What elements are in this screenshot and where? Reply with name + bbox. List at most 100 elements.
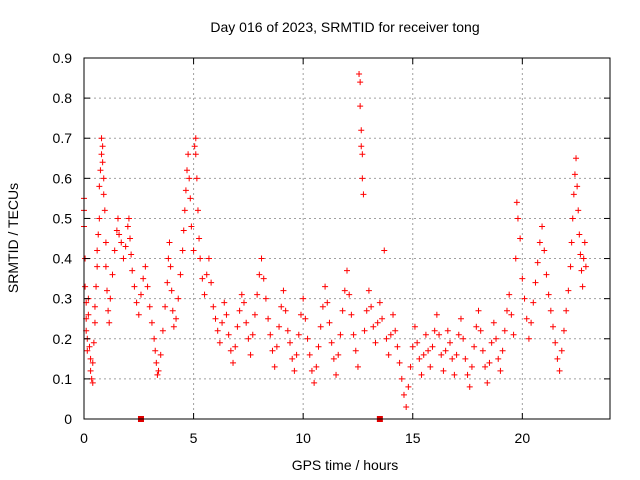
data-point: [503, 307, 510, 314]
data-point: [256, 271, 263, 278]
data-point: [575, 207, 582, 214]
x-tick-label: 15: [405, 430, 421, 446]
data-point: [488, 339, 495, 346]
data-point: [479, 347, 486, 354]
data-point: [196, 235, 203, 242]
data-point: [194, 207, 201, 214]
data-point: [199, 275, 206, 282]
x-tick-label: 20: [515, 430, 531, 446]
data-point: [232, 343, 239, 350]
data-point: [447, 339, 454, 346]
data-point: [308, 367, 315, 374]
data-point: [433, 311, 440, 318]
data-point: [184, 167, 191, 174]
data-point: [280, 287, 287, 294]
data-point: [513, 199, 520, 206]
data-point: [484, 379, 491, 386]
data-point: [127, 235, 134, 242]
data-point: [179, 247, 186, 254]
data-point: [339, 307, 346, 314]
data-point: [358, 143, 365, 150]
data-point: [306, 351, 313, 358]
data-point: [582, 263, 589, 270]
data-point: [101, 207, 108, 214]
data-point: [175, 295, 182, 302]
data-point: [87, 355, 94, 362]
data-point: [405, 383, 412, 390]
data-point: [455, 331, 462, 338]
data-point: [514, 215, 521, 222]
data-point: [100, 175, 107, 182]
data-point: [247, 351, 254, 358]
data-point: [262, 295, 269, 302]
data-point: [530, 299, 537, 306]
data-point: [357, 103, 364, 110]
data-point: [473, 323, 480, 330]
data-point: [164, 279, 171, 286]
data-point: [429, 343, 436, 350]
data-point: [420, 351, 427, 358]
data-point: [193, 175, 200, 182]
data-point: [98, 135, 105, 142]
data-point: [190, 247, 197, 254]
data-point: [416, 355, 423, 362]
y-tick-label: 0.2: [53, 331, 73, 347]
data-point: [368, 303, 375, 310]
data-point: [85, 311, 92, 318]
data-point: [330, 355, 337, 362]
data-point: [379, 315, 386, 322]
data-point: [152, 347, 159, 354]
data-point: [360, 191, 367, 198]
data-point: [580, 255, 587, 262]
data-point: [216, 339, 223, 346]
data-point: [510, 331, 517, 338]
data-point: [295, 331, 302, 338]
data-point: [118, 239, 125, 246]
data-point: [104, 287, 111, 294]
data-point: [311, 379, 318, 386]
data-point: [192, 135, 199, 142]
data-point: [381, 247, 388, 254]
data-point: [96, 183, 103, 190]
data-points: [81, 71, 589, 410]
data-point: [94, 247, 101, 254]
data-point: [191, 143, 198, 150]
data-point: [205, 255, 212, 262]
data-point: [269, 347, 276, 354]
data-point: [151, 335, 158, 342]
data-point: [358, 127, 365, 134]
data-point: [254, 291, 261, 298]
data-point: [89, 359, 96, 366]
data-point: [94, 263, 101, 270]
x-axis-title: GPS time / hours: [292, 457, 399, 473]
data-point: [387, 331, 394, 338]
data-point: [344, 267, 350, 274]
data-point: [497, 367, 504, 374]
data-point: [144, 283, 151, 290]
y-tick-label: 0.9: [53, 50, 73, 66]
data-point: [140, 275, 147, 282]
data-point: [543, 271, 550, 278]
data-point: [201, 291, 208, 298]
data-point: [95, 231, 102, 238]
data-point: [96, 215, 103, 222]
data-point: [240, 299, 247, 306]
data-point: [383, 335, 390, 342]
data-point: [234, 323, 241, 330]
data-point: [341, 287, 348, 294]
data-point: [238, 291, 245, 298]
data-point: [525, 335, 532, 342]
data-point: [267, 331, 274, 338]
data-point: [170, 323, 177, 330]
data-point: [396, 359, 403, 366]
data-point: [508, 311, 515, 318]
data-point: [460, 335, 467, 342]
data-point: [523, 315, 530, 322]
data-point: [142, 263, 149, 270]
data-point: [245, 335, 252, 342]
data-point: [457, 315, 464, 322]
data-point: [328, 339, 335, 346]
data-point: [326, 319, 333, 326]
y-tick-label: 0.4: [53, 251, 73, 267]
